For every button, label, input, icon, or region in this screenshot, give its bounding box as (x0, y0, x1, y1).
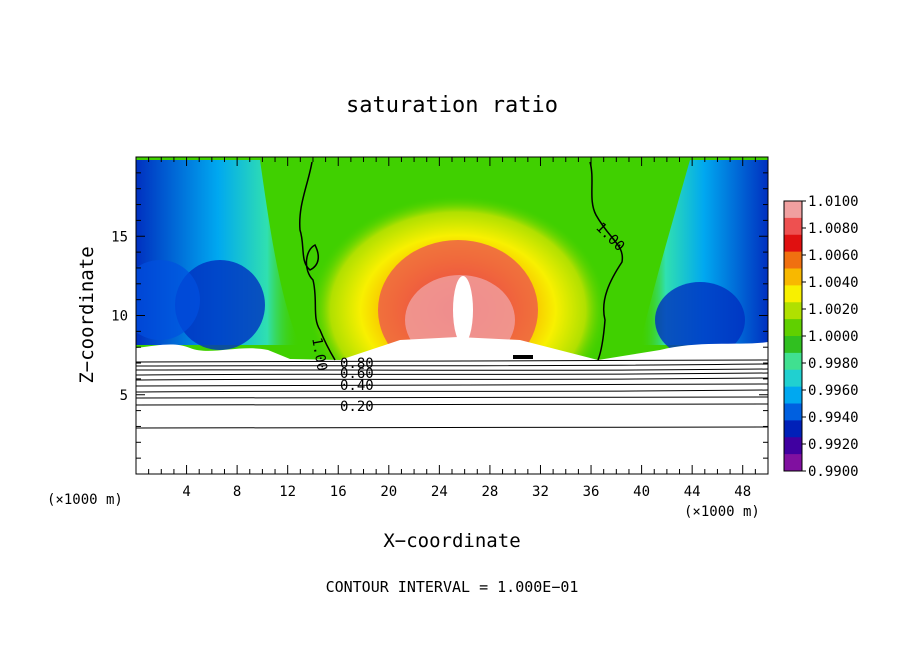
colorbar-swatch (784, 285, 802, 303)
colorbar-swatch (784, 217, 802, 236)
contour-1.00-right (589, 161, 624, 361)
x-tick-label: 20 (380, 484, 397, 500)
y-tick-label: 5 (120, 388, 128, 404)
colorbar-swatch (784, 201, 802, 219)
colorbar-label: 0.9900 (808, 464, 859, 480)
colorbar-swatch (784, 454, 802, 472)
colorbar-label: 1.0100 (808, 194, 859, 210)
colorbar-swatch (784, 234, 802, 253)
colorbar-label: 0.9940 (808, 410, 859, 426)
colorbar-swatch (784, 251, 802, 269)
x-tick-label: 28 (481, 484, 498, 500)
x-tick-label: 24 (431, 484, 448, 500)
colorbar-label: 1.0000 (808, 329, 859, 345)
colorbar-label: 1.0080 (808, 221, 859, 237)
y-tick-label: 10 (111, 309, 128, 325)
colorbar-swatch (784, 403, 802, 421)
colorbar-label: 1.0040 (808, 275, 859, 291)
colorbar-swatch (784, 437, 802, 455)
heatmap-field (136, 157, 768, 474)
contour-label: 0.80 (340, 356, 374, 372)
x-tick-label: 4 (182, 484, 190, 500)
x-unit-left: (×1000 m) (47, 492, 123, 508)
y-tick-label: 15 (111, 229, 128, 245)
colorbar-swatch (784, 352, 802, 371)
contour-label: 0.60 (340, 366, 374, 382)
chart-title: saturation ratio (346, 93, 558, 118)
x-tick-label: 8 (233, 484, 241, 500)
x-unit-right: (×1000 m) (684, 504, 760, 520)
colorbar-swatch (784, 302, 802, 320)
colorbar-label: 0.9980 (808, 356, 859, 372)
colorbar-swatch (784, 369, 802, 388)
core-white-plume (453, 276, 473, 344)
x-ticks: 4 8 12 16 20 24 28 32 36 40 44 48 (148, 157, 756, 500)
x-tick-label: 44 (684, 484, 701, 500)
dry-core-left (175, 260, 265, 350)
colorbar: 1.0100 1.0080 1.0060 1.0040 1.0020 1.0000 0.99… (783, 194, 859, 480)
contour-1.00-left (299, 161, 336, 361)
colorbar-swatch (784, 336, 802, 354)
contour-interval-note: CONTOUR INTERVAL = 1.000E−01 (326, 578, 579, 596)
x-tick-label: 36 (583, 484, 600, 500)
x-axis-label: X−coordinate (383, 530, 520, 552)
x-tick-label: 40 (633, 484, 650, 500)
y-ticks: 5 10 15 (111, 172, 768, 459)
x-tick-label: 48 (734, 484, 751, 500)
dry-core-right (655, 282, 745, 358)
colorbar-label: 1.0060 (808, 248, 859, 264)
contour-label: 0.40 (340, 378, 374, 394)
contour-label: 0.20 (340, 399, 374, 415)
colorbar-swatch (784, 420, 802, 438)
colorbar-label: 0.9960 (808, 383, 859, 399)
x-tick-label: 12 (279, 484, 296, 500)
x-tick-label: 32 (532, 484, 549, 500)
colorbar-swatch (784, 386, 802, 404)
colorbar-label: 1.0020 (808, 302, 859, 318)
colorbar-swatch (784, 319, 802, 337)
colorbar-swatch (784, 268, 802, 286)
contour-label: 1.00 (308, 336, 330, 372)
y-axis-label: Z−coordinate (76, 246, 98, 383)
colorbar-label: 0.9920 (808, 437, 859, 453)
x-tick-label: 16 (330, 484, 347, 500)
